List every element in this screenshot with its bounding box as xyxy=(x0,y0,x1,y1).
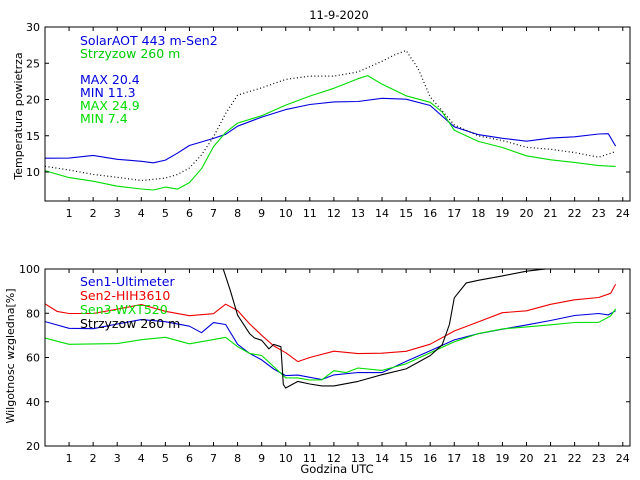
temp-x-tick-label: 18 xyxy=(471,207,485,220)
rh-x-tick-label: 23 xyxy=(592,452,606,465)
temp-x-tick-label: 22 xyxy=(568,207,582,220)
legend-sen3: Sen3-WXT520 xyxy=(80,302,168,317)
temp-series-reference xyxy=(45,49,616,182)
temp-x-tick-label: 13 xyxy=(351,207,365,220)
rh-x-tick-label: 17 xyxy=(447,452,461,465)
legend-sen1: Sen1-Ultimeter xyxy=(80,274,175,289)
rh-x-tick-label: 16 xyxy=(423,452,437,465)
temp-x-tick-label: 1 xyxy=(66,207,73,220)
rh-x-tick-label: 10 xyxy=(279,452,293,465)
temp-x-tick-label: 11 xyxy=(303,207,317,220)
rh-x-tick-label: 13 xyxy=(351,452,365,465)
humidity-chart: 1 2 3 4 5 6 7 8 9 10 11 12 13 14 15 16 17 18 19 20 21 22 23 242… xyxy=(19,263,631,465)
stat-max-blue: MAX 20.4 xyxy=(80,72,140,87)
rh-x-tick-label: 21 xyxy=(544,452,558,465)
rh-x-tick-label: 9 xyxy=(258,452,265,465)
rh-series-sen3-wxt520 xyxy=(45,308,617,381)
temp-x-tick-label: 10 xyxy=(279,207,293,220)
rh-x-tick-label: 14 xyxy=(375,452,389,465)
rh-x-tick-label: 12 xyxy=(327,452,341,465)
temp-y-tick-label: 10 xyxy=(26,166,40,179)
stat-min-blue: MIN 11.3 xyxy=(80,85,136,100)
rh-x-tick-label: 2 xyxy=(90,452,97,465)
temp-x-tick-label: 15 xyxy=(399,207,413,220)
temp-y-tick-label: 20 xyxy=(26,94,40,107)
rh-x-tick-label: 19 xyxy=(495,452,509,465)
rh-series-sen1-ultimeter xyxy=(45,310,616,381)
temp-x-tick-label: 21 xyxy=(544,207,558,220)
rh-y-tick-label: 40 xyxy=(26,396,40,409)
rh-x-tick-label: 1 xyxy=(66,452,73,465)
rh-y-tick-label: 80 xyxy=(26,307,40,320)
temp-x-tick-label: 24 xyxy=(616,207,630,220)
humidity-y-label: Wilgotnosc wzgledna[%] xyxy=(4,288,17,423)
rh-x-tick-label: 7 xyxy=(210,452,217,465)
rh-x-tick-label: 3 xyxy=(114,452,121,465)
rh-y-tick-label: 60 xyxy=(26,352,40,365)
rh-x-tick-label: 15 xyxy=(399,452,413,465)
temp-x-tick-label: 20 xyxy=(519,207,533,220)
temp-x-tick-label: 7 xyxy=(210,207,217,220)
legend-strzyzow-temp: Strzyzow 260 m xyxy=(80,46,180,61)
rh-x-tick-label: 18 xyxy=(471,452,485,465)
temp-x-tick-label: 12 xyxy=(327,207,341,220)
temp-y-tick-label: 25 xyxy=(26,57,40,70)
legend-strzyzow-rh: Strzyzow 260 m xyxy=(80,316,180,331)
temp-y-tick-label: 15 xyxy=(26,130,40,143)
temp-series-solaraot-443-m-sen2 xyxy=(45,97,617,164)
rh-y-tick-label: 20 xyxy=(26,440,40,453)
rh-x-tick-label: 8 xyxy=(234,452,241,465)
stat-max-green: MAX 24.9 xyxy=(80,98,140,113)
temperature-y-label: Temperatura powietrza xyxy=(12,52,25,180)
rh-y-tick-label: 100 xyxy=(19,263,40,276)
humidity-x-label: Godzina UTC xyxy=(300,462,373,476)
temp-x-tick-label: 17 xyxy=(447,207,461,220)
rh-x-tick-label: 24 xyxy=(616,452,630,465)
chart-title: 11-9-2020 xyxy=(309,8,369,22)
temp-x-tick-label: 23 xyxy=(592,207,606,220)
rh-series-sen2-hih3610 xyxy=(45,283,617,363)
stat-min-green: MIN 7.4 xyxy=(80,111,128,126)
temp-x-tick-label: 2 xyxy=(90,207,97,220)
rh-x-tick-label: 20 xyxy=(519,452,533,465)
temp-x-tick-label: 6 xyxy=(186,207,193,220)
temp-axes-frame xyxy=(44,26,631,202)
rh-x-tick-label: 22 xyxy=(568,452,582,465)
temp-x-tick-label: 5 xyxy=(162,207,169,220)
temp-x-tick-label: 14 xyxy=(375,207,389,220)
temp-x-tick-label: 19 xyxy=(495,207,509,220)
rh-series-strzyzow-260-m xyxy=(222,269,563,389)
legend-solaraot: SolarAOT 443 m-Sen2 xyxy=(80,33,218,48)
rh-x-tick-label: 11 xyxy=(303,452,317,465)
temp-x-tick-label: 3 xyxy=(114,207,121,220)
temperature-chart: 1 2 3 4 5 6 7 8 9 10 11 12 13 14 15 16 17 18 19 20 21 22 23 241… xyxy=(26,21,631,220)
temp-x-tick-label: 9 xyxy=(258,207,265,220)
legend-sen2: Sen2-HIH3610 xyxy=(80,288,170,303)
rh-x-tick-label: 5 xyxy=(162,452,169,465)
temp-x-tick-label: 8 xyxy=(234,207,241,220)
temp-x-tick-label: 4 xyxy=(138,207,145,220)
rh-x-tick-label: 6 xyxy=(186,452,193,465)
temp-x-tick-label: 16 xyxy=(423,207,437,220)
temp-y-tick-label: 30 xyxy=(26,21,40,34)
rh-x-tick-label: 4 xyxy=(138,452,145,465)
temp-series-strzyzow-260-m xyxy=(45,75,616,191)
